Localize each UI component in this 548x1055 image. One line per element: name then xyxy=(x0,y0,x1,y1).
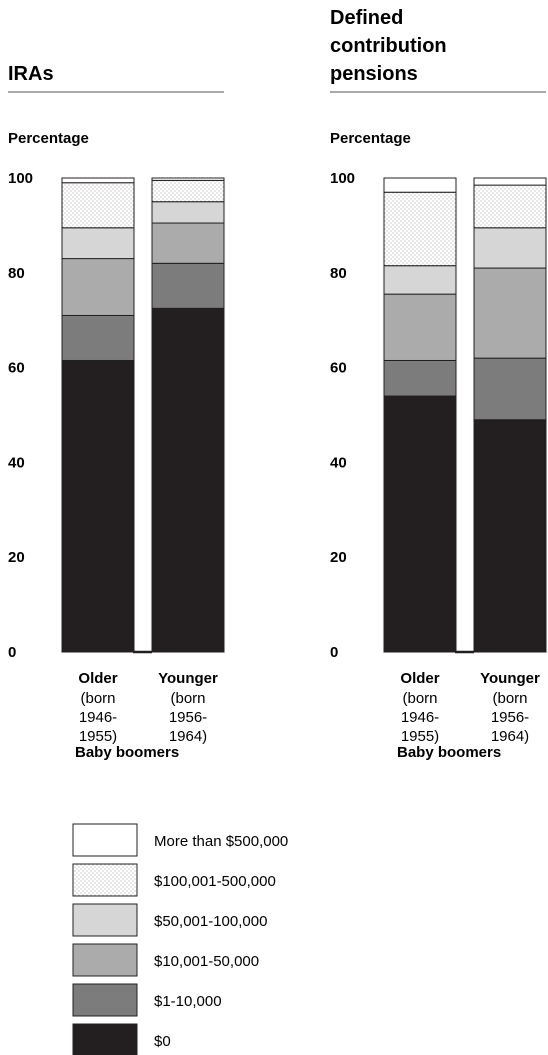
category-sublabel: 1946- xyxy=(401,709,439,726)
bar-segment-0 xyxy=(383,395,457,653)
y-axis-label: Percentage xyxy=(8,130,89,147)
panel-dc-pensions: Defined contribution pensions Percentage… xyxy=(330,7,547,761)
bar-segment-1-10-000 xyxy=(61,314,135,361)
bar-segment-more-than-500-000 xyxy=(151,177,225,181)
category-labels: Older (born 1946- 1955) Younger (born 1956- 196… xyxy=(78,670,218,745)
y-axis-label: Percentage xyxy=(330,130,411,147)
category-sublabel: 1955) xyxy=(79,728,117,745)
y-tick-label: 0 xyxy=(8,644,16,661)
stacked-bars xyxy=(383,177,547,653)
legend-label: More than $500,000 xyxy=(154,833,288,850)
category-sublabel: (born xyxy=(80,690,115,707)
legend-label: $1-10,000 xyxy=(154,993,222,1010)
panel-iras: IRAs Percentage 0 20 40 60 80 100 Older (born 1… xyxy=(8,63,225,761)
bar-segment-1-10-000 xyxy=(151,262,225,309)
chart-title: Defined contribution pensions xyxy=(330,7,452,85)
y-tick-label: 100 xyxy=(8,170,33,187)
bar-segment-10-001-50-000 xyxy=(151,222,225,264)
y-tick-label: 40 xyxy=(8,454,25,471)
legend: More than $500,000 $100,001-500,000 $50,00… xyxy=(72,823,288,1055)
y-tick-label: 0 xyxy=(330,644,338,661)
bar-segment-more-than-500-000 xyxy=(383,177,457,193)
y-tick-label: 80 xyxy=(330,265,347,282)
y-tick-labels: 0 20 40 60 80 100 xyxy=(330,170,355,661)
y-tick-label: 20 xyxy=(330,549,347,566)
category-sublabel: 1956- xyxy=(491,709,529,726)
bar-segment-more-than-500-000 xyxy=(61,177,135,184)
bar-segment-0 xyxy=(473,419,547,653)
bar-segment-50-001-100-000 xyxy=(61,227,135,260)
legend-label: $10,001-50,000 xyxy=(154,953,259,970)
category-label: Older xyxy=(400,670,439,687)
legend-label: $100,001-500,000 xyxy=(154,873,276,890)
bar-segment-more-than-500-000 xyxy=(473,177,547,186)
bar-segment-100-001-500-000 xyxy=(151,179,225,203)
y-tick-label: 80 xyxy=(8,265,25,282)
category-label: Younger xyxy=(158,670,218,687)
category-sublabel: 1946- xyxy=(79,709,117,726)
bar-segment-100-001-500-000 xyxy=(473,184,547,229)
y-tick-label: 60 xyxy=(8,360,25,377)
legend-label: $0 xyxy=(154,1033,171,1050)
title-line: Defined xyxy=(330,7,403,29)
bar-segment-100-001-500-000 xyxy=(61,182,135,229)
legend-swatch-more-than-500-000 xyxy=(72,823,138,857)
category-sublabel: 1955) xyxy=(401,728,439,745)
group-label: Baby boomers xyxy=(397,744,501,761)
bar-segment-10-001-50-000 xyxy=(61,258,135,316)
bar-segment-50-001-100-000 xyxy=(473,227,547,269)
category-label: Younger xyxy=(480,670,540,687)
bar-segment-1-10-000 xyxy=(473,357,547,421)
legend-swatch-1-10-000 xyxy=(72,983,138,1017)
y-tick-labels: 0 20 40 60 80 100 xyxy=(8,170,33,661)
category-sublabel: (born xyxy=(402,690,437,707)
y-tick-label: 40 xyxy=(330,454,347,471)
category-sublabel: 1964) xyxy=(169,728,207,745)
category-sublabel: 1956- xyxy=(169,709,207,726)
bar-segment-0 xyxy=(61,359,135,653)
chart-title: IRAs xyxy=(8,63,54,85)
bar-segment-0 xyxy=(151,307,225,653)
bar-segment-50-001-100-000 xyxy=(383,265,457,295)
title-line: contribution xyxy=(330,35,447,57)
category-label: Older xyxy=(78,670,117,687)
category-sublabel: (born xyxy=(492,690,527,707)
title-line: pensions xyxy=(330,63,418,85)
bar-segment-10-001-50-000 xyxy=(383,293,457,361)
bar-segment-100-001-500-000 xyxy=(383,191,457,267)
category-labels: Older (born 1946- 1955) Younger (born 1956- 196… xyxy=(400,670,540,745)
legend-label: $50,001-100,000 xyxy=(154,913,267,930)
legend-swatch-10-001-50-000 xyxy=(72,943,138,977)
y-tick-label: 20 xyxy=(8,549,25,566)
category-sublabel: 1964) xyxy=(491,728,529,745)
y-tick-label: 100 xyxy=(330,170,355,187)
legend-swatch-0 xyxy=(72,1023,138,1055)
stacked-bars xyxy=(61,177,225,653)
y-tick-label: 60 xyxy=(330,360,347,377)
legend-swatch-100-001-500-000 xyxy=(72,863,138,897)
category-sublabel: (born xyxy=(170,690,205,707)
group-label: Baby boomers xyxy=(75,744,179,761)
bar-segment-50-001-100-000 xyxy=(151,201,225,224)
bar-segment-1-10-000 xyxy=(383,359,457,397)
bar-segment-10-001-50-000 xyxy=(473,267,547,359)
legend-swatch-50-001-100-000 xyxy=(72,903,138,937)
